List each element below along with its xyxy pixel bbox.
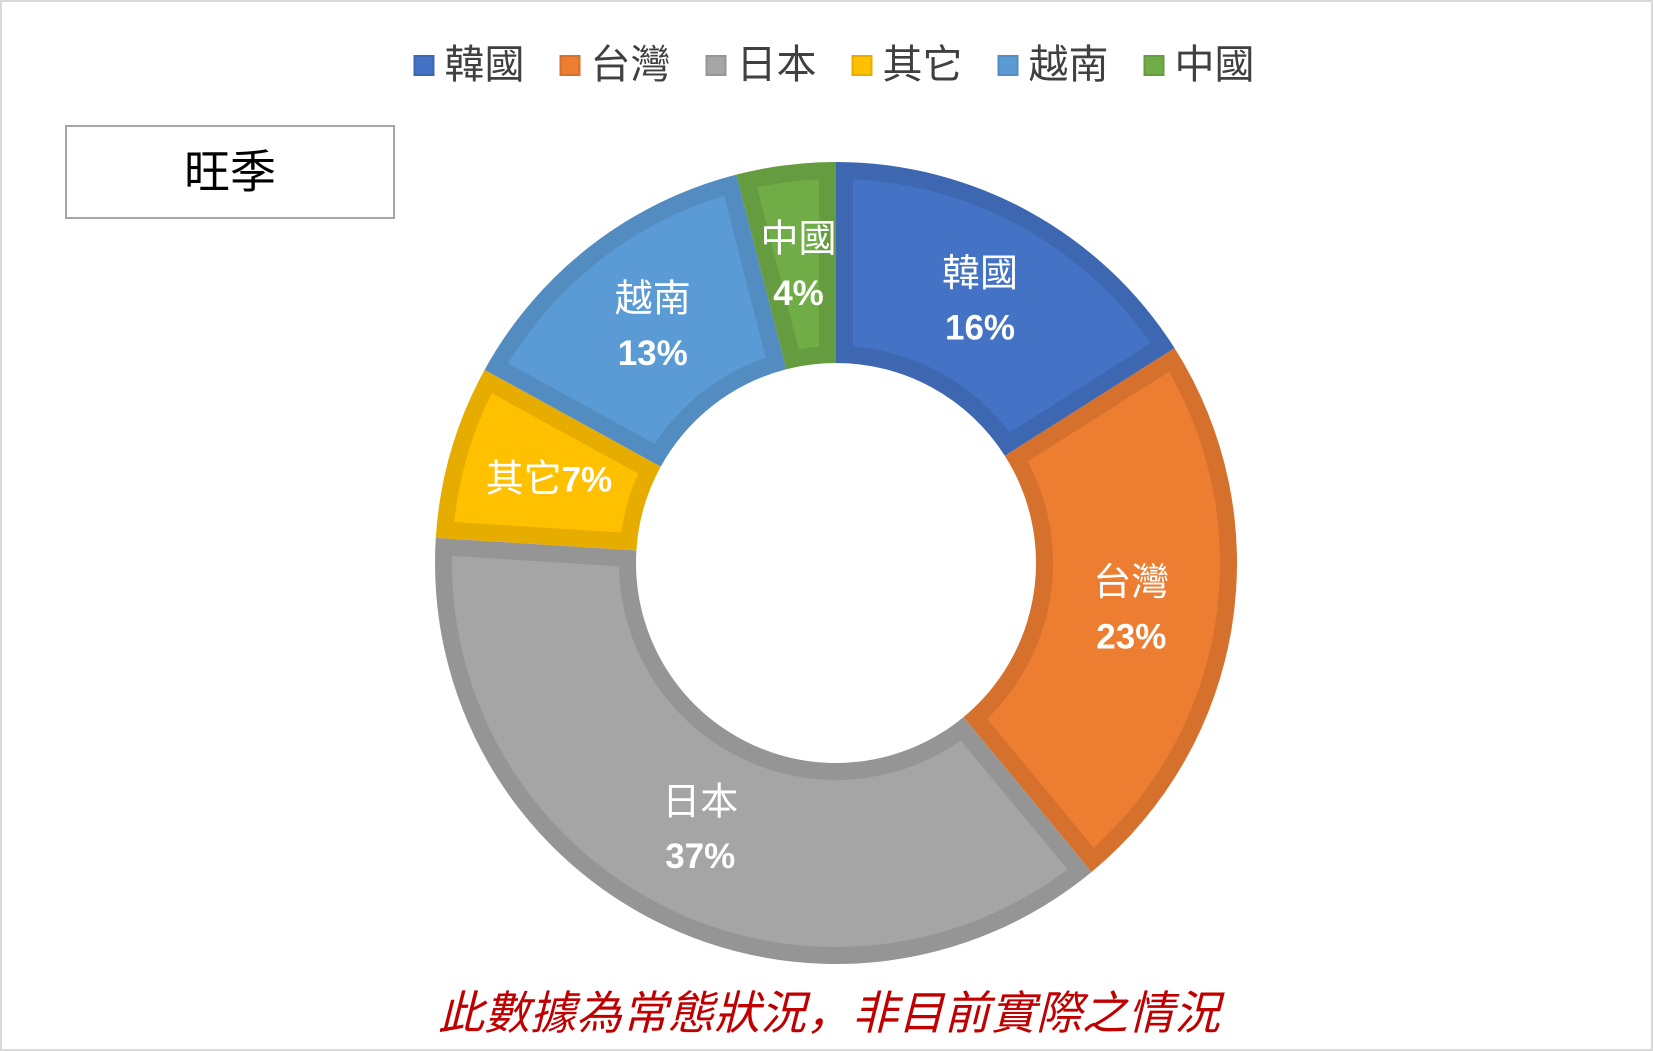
slice-name-label: 日本 [662, 781, 738, 823]
slice-value-label: 16% [945, 308, 1015, 347]
legend: 韓國 台灣 日本 其它 越南 中國 [413, 43, 1255, 87]
legend-marker [559, 54, 581, 76]
slice-value-label: 23% [1096, 617, 1166, 656]
slice-label-taiwan: 台灣 23% [1093, 562, 1169, 657]
legend-marker [705, 54, 727, 76]
legend-item-taiwan: 台灣 [559, 43, 671, 87]
footnote: 此數據為常態狀況，非目前實際之情況 [438, 987, 1220, 1039]
slice-value-label: 13% [618, 334, 688, 373]
slice-name-label: 中國 [761, 218, 837, 260]
donut-slice-taiwan [963, 348, 1238, 872]
slice-labels: 韓國 16% 台灣 23% 日本 37% 其它7% 越南 13% 中國 4% [486, 218, 1170, 876]
legend-label: 日本 [736, 43, 817, 87]
legend-label: 其它 [882, 43, 963, 87]
donut-slice-japan [434, 537, 1092, 965]
legend-label: 中國 [1174, 43, 1255, 87]
slice-value-label: 37% [665, 837, 735, 876]
slice-fill [757, 179, 819, 350]
legend-item-china: 中國 [1143, 43, 1255, 87]
slice-value-label: 7% [562, 460, 613, 499]
legend-marker [851, 54, 873, 76]
legend-item-other: 其它 [851, 43, 963, 87]
slice-name-label: 越南 [615, 279, 691, 321]
donut-slice-other [435, 369, 661, 551]
legend-item-japan: 日本 [705, 43, 817, 87]
slice-label-other: 其它7% [486, 459, 613, 501]
slice-label-text: 其它7% [486, 459, 613, 501]
season-label: 旺季 [184, 146, 276, 198]
slice-fill [986, 371, 1220, 848]
legend-item-vietnam: 越南 [997, 43, 1109, 87]
donut-slice-china [736, 162, 836, 370]
slice-fill [508, 195, 766, 444]
legend-label: 韓國 [444, 43, 525, 87]
donut-slice-korea [836, 162, 1175, 456]
slice-fill [452, 555, 1068, 947]
slice-label-japan: 日本 37% [662, 781, 738, 876]
slice-fill [853, 179, 1151, 433]
legend-label: 越南 [1028, 43, 1109, 87]
slice-fill [454, 393, 639, 533]
legend-marker [1143, 54, 1165, 76]
slice-value-label: 4% [773, 274, 824, 313]
legend-marker [413, 54, 435, 76]
slice-label-china: 中國 4% [761, 218, 837, 312]
slice-label-korea: 韓國 16% [942, 253, 1018, 348]
donut-slice-vietnam [484, 174, 787, 467]
legend-item-korea: 韓國 [413, 43, 525, 87]
legend-marker [997, 54, 1019, 76]
legend-label: 台灣 [590, 43, 671, 87]
slice-name-label: 韓國 [942, 253, 1018, 295]
season-label-box: 旺季 [65, 125, 395, 219]
slice-name-label: 其它 [486, 459, 562, 501]
slice-name-label: 台灣 [1093, 562, 1169, 604]
slice-label-vietnam: 越南 13% [615, 279, 691, 374]
donut-slices [434, 162, 1238, 965]
